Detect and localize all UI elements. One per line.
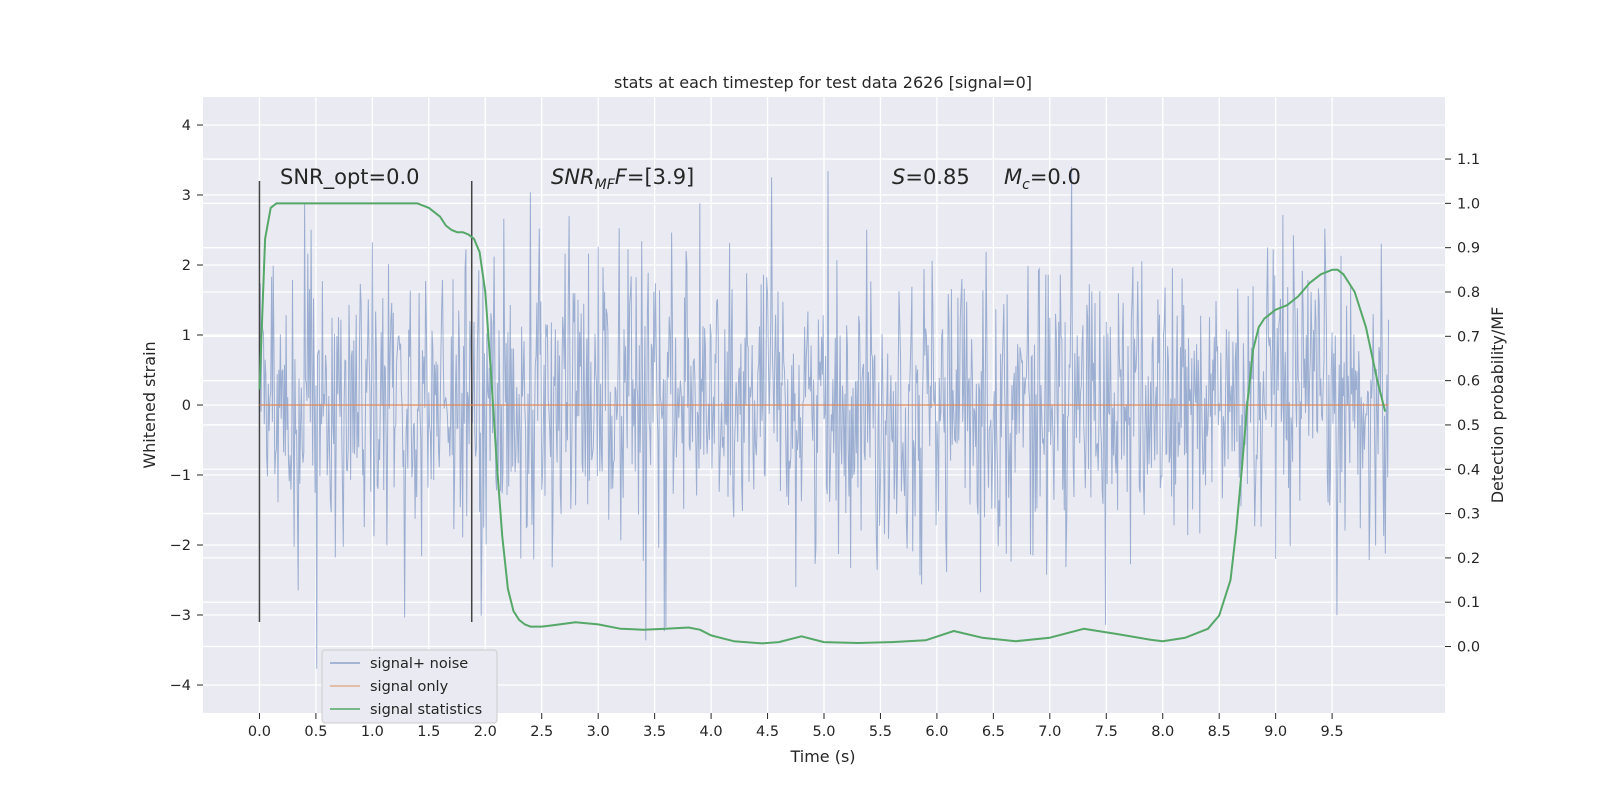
x-tick-label: 6.5 (982, 724, 1005, 740)
y2-tick-label: 0.5 (1457, 418, 1480, 434)
x-axis-ticks: 0.0 0.5 1.0 1.5 2.0 2.5 3.0 3.5 4.0 4.5 5.0 5.5 6.0 6… (248, 713, 1344, 740)
x-tick-label: 8.0 (1151, 724, 1174, 740)
x-tick-label: 3.0 (587, 724, 610, 740)
x-tick-label: 1.0 (361, 724, 384, 740)
vertical-markers (258, 181, 473, 622)
y-tick-label: 2 (182, 258, 191, 274)
x-tick-label: 9.0 (1264, 724, 1287, 740)
y-tick-label: 0 (182, 398, 191, 414)
x-tick-label: 7.5 (1095, 724, 1118, 740)
x-tick-label: 1.5 (417, 724, 440, 740)
x-tick-label: 5.5 (869, 724, 892, 740)
annotations: SNR_opt=0.0 SNRMFF=[3.9] S=0.85 Mc=0.0 (280, 165, 1081, 193)
y2-axis-ticks: 0.0 0.1 0.2 0.3 0.4 0.5 0.6 0.7 0.8 0.9 1.0 1.1 (1445, 152, 1480, 656)
noise-line (259, 166, 1389, 669)
legend-label-signal: signal only (370, 679, 449, 695)
x-tick-label: 2.0 (474, 724, 497, 740)
y-axis-ticks: −4 −3 −2 −1 0 1 2 3 4 (170, 118, 203, 694)
y-tick-label: 4 (182, 118, 191, 134)
y2-tick-label: 1.1 (1457, 152, 1480, 168)
y2-tick-label: 0.6 (1457, 374, 1480, 390)
y2-tick-label: 0.3 (1457, 507, 1480, 523)
y-tick-label: −4 (170, 678, 191, 694)
x-tick-label: 4.5 (756, 724, 779, 740)
y-tick-label: 1 (182, 328, 191, 344)
x-tick-label: 7.0 (1038, 724, 1061, 740)
chart-title: stats at each timestep for test data 262… (614, 73, 1032, 92)
y2-axis-label: Detection probability/MF (1488, 307, 1507, 504)
legend-label-statistics: signal statistics (370, 702, 482, 718)
legend: signal+ noise signal only signal statist… (321, 649, 498, 724)
x-tick-label: 3.5 (643, 724, 666, 740)
y-tick-label: −2 (170, 538, 191, 554)
x-tick-label: 2.5 (530, 724, 553, 740)
x-tick-label: 8.5 (1208, 724, 1231, 740)
y2-tick-label: 0.4 (1457, 462, 1480, 478)
x-tick-label: 0.0 (248, 724, 271, 740)
noise-series (259, 166, 1389, 669)
y-tick-label: 3 (182, 188, 191, 204)
x-axis-label: Time (s) (789, 747, 855, 766)
x-tick-label: 9.5 (1321, 724, 1344, 740)
statistics-line (258, 202, 1387, 645)
y2-tick-label: 0.2 (1457, 551, 1480, 567)
legend-label-noise: signal+ noise (370, 656, 468, 672)
y2-tick-label: 0.9 (1457, 241, 1480, 257)
y2-tick-label: 1.0 (1457, 196, 1480, 212)
annotation-s-value: S=0.85 (892, 165, 970, 189)
y2-tick-label: 0.0 (1457, 640, 1480, 656)
y2-tick-label: 0.8 (1457, 285, 1480, 301)
annotation-snr-mf: SNRMFF=[3.9] (551, 165, 694, 193)
y-tick-label: −3 (170, 608, 191, 624)
x-tick-label: 4.0 (700, 724, 723, 740)
legend-box (321, 649, 498, 724)
y2-tick-label: 0.1 (1457, 595, 1480, 611)
annotation-snr-opt: SNR_opt=0.0 (280, 165, 420, 190)
x-tick-label: 6.0 (925, 724, 948, 740)
y2-tick-label: 0.7 (1457, 329, 1480, 345)
y-axis-label: Whitened strain (140, 341, 159, 468)
y-tick-label: −1 (170, 468, 191, 484)
x-tick-label: 5.0 (812, 724, 835, 740)
statistics-series (258, 202, 1387, 645)
x-tick-label: 0.5 (304, 724, 327, 740)
annotation-mc-value: Mc=0.0 (1004, 165, 1081, 193)
